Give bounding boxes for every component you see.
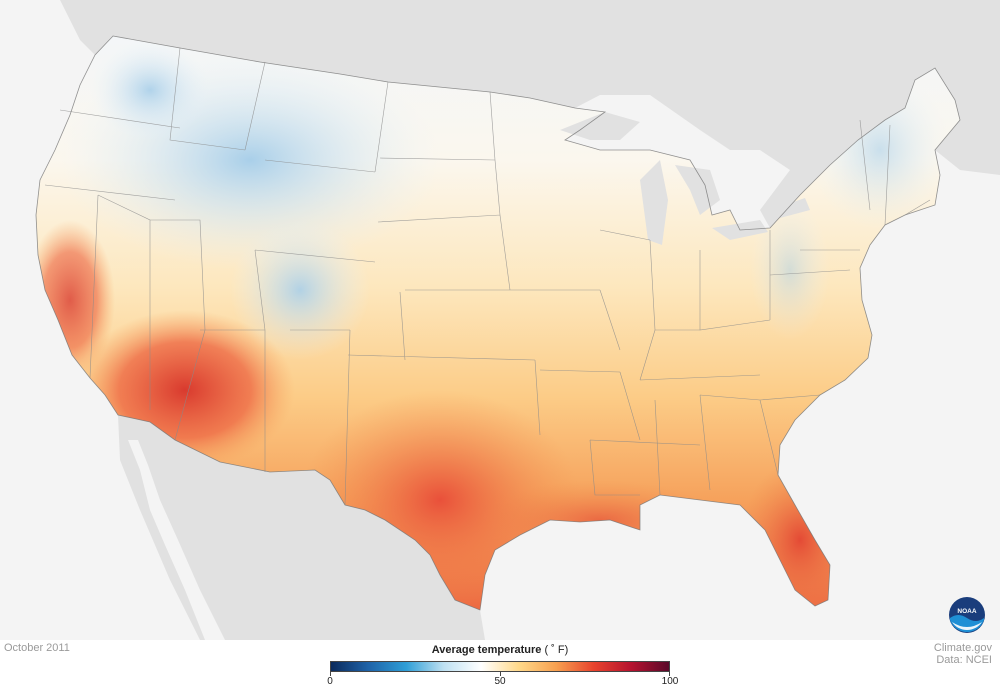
baja-peninsula: [128, 440, 225, 640]
noaa-logo-icon: NOAA: [949, 597, 985, 633]
legend-tick-label: 0: [327, 676, 333, 687]
legend-tick-mark: [330, 672, 331, 676]
credit-data-source: Data: NCEI: [936, 654, 992, 666]
canada-landmass: [60, 0, 1000, 228]
legend-tick-label: 50: [494, 676, 506, 687]
legend-tick-label: 100: [661, 676, 679, 687]
legend-tick-mark: [500, 672, 501, 676]
legend-unit: ( ˚ F): [544, 644, 569, 656]
map-footer: October 2011 Average temperature ( ˚ F) …: [0, 640, 1000, 690]
period-label: October 2011: [4, 642, 70, 654]
mexico-landmass: [118, 415, 485, 640]
legend-color-bar: [330, 661, 670, 672]
credit-site: Climate.gov: [933, 642, 992, 654]
temperature-map: [35, 0, 1000, 640]
legend-title-text: Average temperature: [431, 644, 542, 656]
noaa-logo-text: NOAA: [957, 608, 976, 615]
map-canvas: [35, 0, 1000, 640]
legend-tick-mark: [669, 672, 670, 676]
state-borders: [35, 35, 961, 611]
legend-title: Average temperature ( ˚ F): [330, 644, 670, 656]
